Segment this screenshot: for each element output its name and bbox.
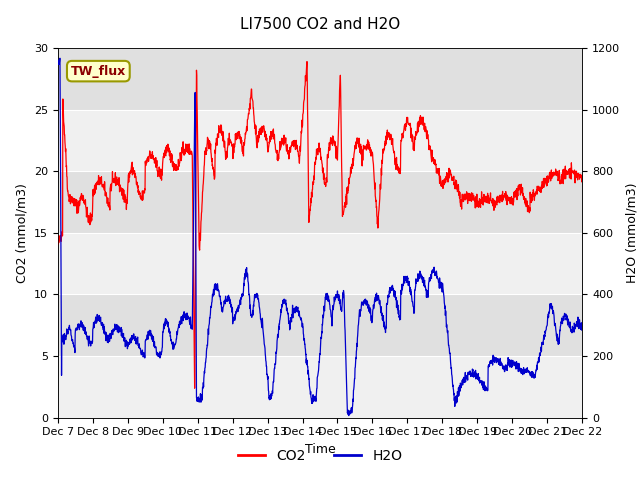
Bar — [58, 109, 582, 171]
Bar — [58, 48, 582, 109]
Legend: CO2, H2O: CO2, H2O — [232, 443, 408, 468]
Text: LI7500 CO2 and H2O: LI7500 CO2 and H2O — [240, 17, 400, 32]
Bar — [58, 171, 582, 233]
X-axis label: Time: Time — [305, 443, 335, 456]
Text: TW_flux: TW_flux — [70, 65, 126, 78]
Bar — [58, 356, 582, 418]
Y-axis label: CO2 (mmol/m3): CO2 (mmol/m3) — [15, 183, 28, 283]
Bar — [58, 233, 582, 294]
Bar — [58, 294, 582, 356]
Y-axis label: H2O (mmol/m3): H2O (mmol/m3) — [626, 182, 639, 283]
